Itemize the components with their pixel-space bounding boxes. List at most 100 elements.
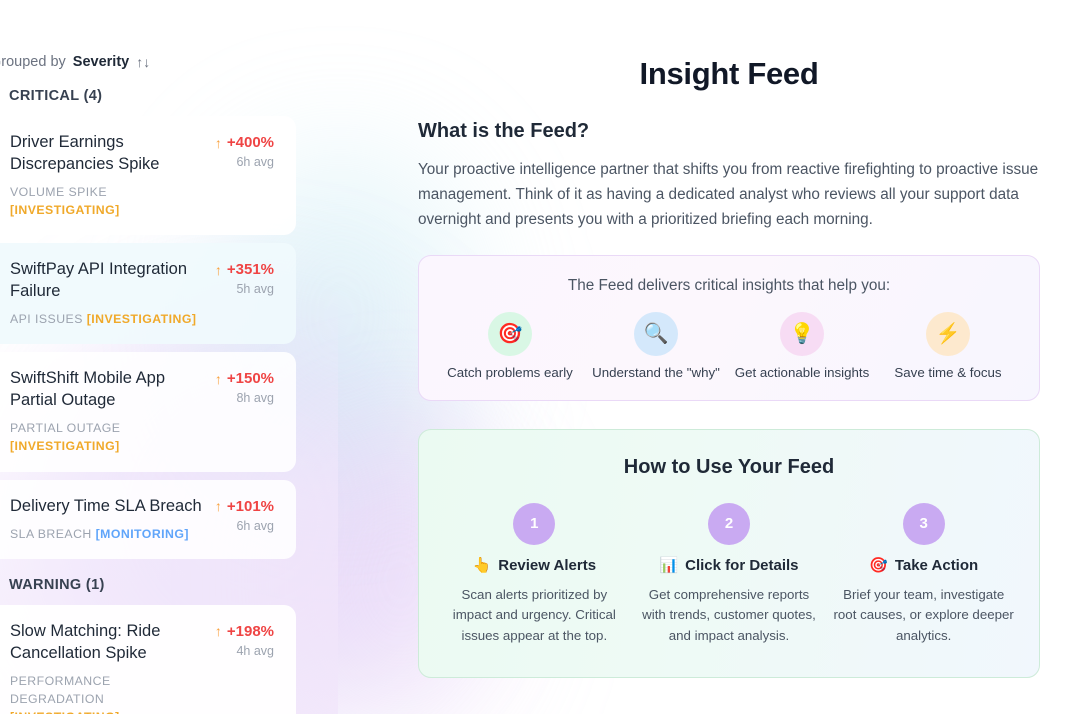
grouped-by-label: Grouped by bbox=[0, 54, 66, 70]
trend-up-arrow-icon: ↑ bbox=[214, 370, 222, 387]
dart-icon: 🎯 bbox=[869, 556, 888, 574]
step-number-badge: 3 bbox=[902, 502, 945, 545]
alert-meta: PARTIAL OUTAGE [INVESTIGATING] bbox=[10, 419, 205, 456]
alert-average-time: 4h avg bbox=[236, 643, 274, 658]
alert-delta-value: +101% bbox=[226, 497, 274, 515]
alert-average-time: 8h avg bbox=[236, 391, 274, 406]
severity-group-header[interactable]: WARNING (1) bbox=[0, 577, 296, 593]
sidebar-panel: Grouped by Severity ↑↓ CRITICAL (4) Drive… bbox=[0, 22, 338, 714]
benefit-item: ⚡ Save time & focus bbox=[877, 311, 1019, 380]
alert-delta: ↑ +150% bbox=[215, 370, 274, 387]
how-to-use-card: How to Use Your Feed 1 👆 Review Alerts Scan… bbox=[418, 428, 1040, 678]
alert-card-body: Delivery Time SLA Breach SLA BREACH [MONI… bbox=[10, 496, 205, 543]
alert-delta: ↑ +198% bbox=[215, 623, 274, 640]
severity-group: WARNING (1) Slow Matching: Ride Cancellat… bbox=[0, 577, 296, 714]
trend-up-arrow-icon: ↑ bbox=[214, 261, 222, 278]
alert-meta: API ISSUES [INVESTIGATING] bbox=[10, 310, 205, 328]
page-title: Insight Feed bbox=[639, 56, 819, 91]
severity-group-label: CRITICAL (4) bbox=[9, 88, 103, 104]
alert-card-body: SwiftShift Mobile App Partial Outage PART… bbox=[10, 368, 205, 455]
alert-meta: VOLUME SPIKE [INVESTIGATING] bbox=[10, 183, 205, 220]
benefit-item: 🔍 Understand the "why" bbox=[585, 311, 727, 380]
alert-list: Slow Matching: Ride Cancellation Spike PE… bbox=[0, 604, 296, 714]
alert-delta-value: +400% bbox=[226, 134, 274, 151]
alert-card[interactable]: Delivery Time SLA Breach SLA BREACH [MONI… bbox=[0, 479, 296, 559]
main-content: Insight Feed What is the Feed? Your proa… bbox=[378, 0, 1080, 714]
alert-delta-value: +198% bbox=[226, 622, 274, 640]
step-description: Brief your team, investigate root causes… bbox=[833, 586, 1014, 643]
what-is-feed-body: Your proactive intelligence partner that… bbox=[418, 161, 1039, 229]
how-to-step: 3 🎯 Take Action Brief your team, investigat… bbox=[832, 502, 1015, 647]
alert-title: Slow Matching: Ride Cancellation Spike bbox=[10, 621, 161, 662]
alert-average-time: 5h avg bbox=[236, 282, 274, 297]
pointing-finger-icon: 👆 bbox=[472, 556, 492, 574]
benefits-grid: 🎯 Catch problems early 🔍 Understand the "wh… bbox=[439, 311, 1019, 380]
benefit-label: Save time & focus bbox=[894, 364, 1002, 380]
benefit-label: Catch problems early bbox=[447, 364, 573, 380]
alert-title: Driver Earnings Discrepancies Spike bbox=[10, 133, 160, 173]
alert-average-time: 6h avg bbox=[236, 155, 274, 169]
trend-up-arrow-icon: ↑ bbox=[214, 623, 222, 640]
step-heading-row: 🎯 Take Action bbox=[869, 557, 978, 574]
grouped-by-value[interactable]: Severity bbox=[72, 54, 130, 70]
status-badge: [INVESTIGATING] bbox=[10, 439, 120, 454]
alert-title: SwiftShift Mobile App Partial Outage bbox=[10, 369, 165, 410]
alert-card-body: SwiftPay API Integration Failure API ISSU… bbox=[10, 259, 205, 328]
what-is-feed-heading: What is the Feed? bbox=[418, 120, 590, 142]
step-heading: Review Alerts bbox=[498, 556, 597, 574]
step-heading: Take Action bbox=[894, 556, 979, 574]
alert-delta-value: +351% bbox=[226, 261, 274, 279]
alert-title: SwiftPay API Integration Failure bbox=[10, 260, 188, 301]
how-to-steps-grid: 1 👆 Review Alerts Scan alerts prioritized b… bbox=[443, 502, 1015, 647]
alert-category: PERFORMANCE DEGRADATION bbox=[10, 673, 111, 706]
dart-icon: 🎯 bbox=[488, 311, 532, 356]
alert-metrics: ↑ +150% 8h avg bbox=[215, 368, 274, 405]
step-description: Get comprehensive reports with trends, c… bbox=[642, 586, 816, 643]
alert-delta: ↑ +400% bbox=[215, 134, 274, 151]
step-number-badge: 1 bbox=[513, 502, 556, 545]
severity-group-list: CRITICAL (4) Driver Earnings Discrepancie… bbox=[0, 88, 296, 714]
alert-card[interactable]: Slow Matching: Ride Cancellation Spike PE… bbox=[0, 604, 296, 714]
benefit-item: 🎯 Catch problems early bbox=[439, 311, 581, 380]
status-badge: [MONITORING] bbox=[95, 526, 189, 541]
alert-category: API ISSUES bbox=[10, 311, 87, 326]
alert-metrics: ↑ +351% 5h avg bbox=[215, 259, 274, 296]
lightbulb-icon: 💡 bbox=[780, 311, 824, 356]
alert-meta: PERFORMANCE DEGRADATION [INVESTIGATING] bbox=[10, 672, 205, 714]
benefits-card: The Feed delivers critical insights that… bbox=[418, 254, 1040, 401]
status-badge: [INVESTIGATING] bbox=[10, 202, 120, 217]
grouped-by-control[interactable]: Grouped by Severity ↑↓ bbox=[0, 40, 296, 70]
alert-category: PARTIAL OUTAGE bbox=[10, 420, 121, 435]
status-badge: [INVESTIGATING] bbox=[86, 311, 197, 326]
alert-card-body: Slow Matching: Ride Cancellation Spike PE… bbox=[10, 621, 205, 714]
step-heading: Click for Details bbox=[685, 556, 799, 574]
alert-meta: SLA BREACH [MONITORING] bbox=[10, 525, 205, 543]
benefit-item: 💡 Get actionable insights bbox=[731, 311, 873, 380]
alert-list: Driver Earnings Discrepancies Spike VOLUM… bbox=[0, 116, 296, 559]
severity-group-header[interactable]: CRITICAL (4) bbox=[0, 88, 296, 104]
how-to-use-title: How to Use Your Feed bbox=[623, 455, 835, 478]
step-heading-row: 📊 Click for Details bbox=[659, 557, 798, 574]
status-badge: [INVESTIGATING] bbox=[10, 710, 120, 714]
alert-title: Delivery Time SLA Breach bbox=[10, 496, 202, 515]
benefit-label: Get actionable insights bbox=[734, 364, 870, 380]
alert-card[interactable]: SwiftPay API Integration Failure API ISSU… bbox=[0, 243, 296, 345]
bar-chart-icon: 📊 bbox=[659, 556, 679, 574]
alert-category: VOLUME SPIKE bbox=[10, 184, 107, 199]
alert-category: SLA BREACH bbox=[10, 526, 96, 541]
alert-card[interactable]: Driver Earnings Discrepancies Spike VOLUM… bbox=[0, 116, 296, 236]
alert-delta: ↑ +351% bbox=[215, 261, 274, 278]
trend-up-arrow-icon: ↑ bbox=[214, 498, 222, 515]
sort-toggle-icon[interactable]: ↑↓ bbox=[136, 54, 151, 70]
trend-up-arrow-icon: ↑ bbox=[214, 134, 222, 151]
step-heading-row: 👆 Review Alerts bbox=[473, 557, 597, 574]
how-to-step: 2 📊 Click for Details Get comprehensive rep… bbox=[638, 502, 821, 647]
how-to-step: 1 👆 Review Alerts Scan alerts prioritized b… bbox=[443, 502, 626, 647]
severity-group-label: WARNING (1) bbox=[9, 576, 105, 593]
benefit-label: Understand the "why" bbox=[592, 364, 720, 380]
lightning-icon: ⚡ bbox=[926, 311, 970, 356]
alert-card[interactable]: SwiftShift Mobile App Partial Outage PART… bbox=[0, 352, 296, 472]
benefits-title: The Feed delivers critical insights that… bbox=[567, 276, 891, 294]
step-number-badge: 2 bbox=[707, 502, 750, 545]
